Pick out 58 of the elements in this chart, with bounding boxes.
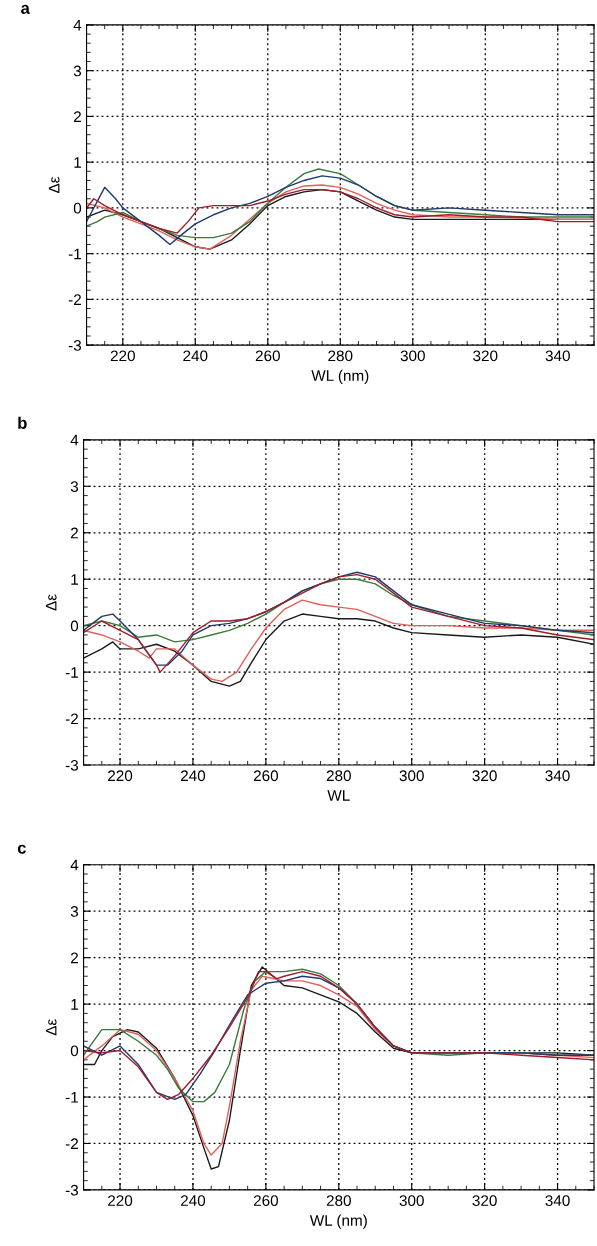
- y-tick-label: -3: [68, 340, 82, 351]
- y-tick-label: -3: [65, 759, 79, 771]
- x-tick-label: 260: [255, 350, 280, 362]
- x-tick-label: 260: [253, 1195, 279, 1207]
- y-tick-label: -2: [68, 294, 81, 305]
- y-tick-label: 1: [71, 574, 78, 585]
- x-tick-label: 220: [108, 1195, 133, 1207]
- x-axis-title: WL (nm): [311, 369, 369, 385]
- x-tick-label: 320: [472, 770, 497, 782]
- x-tick-label: 340: [545, 770, 570, 782]
- x-tick-label: 280: [326, 770, 351, 782]
- y-axis-title: Δε: [45, 594, 57, 611]
- y-tick-label: 1: [74, 157, 81, 168]
- x-tick-label: 340: [545, 1195, 570, 1207]
- x-tick-label: 300: [399, 770, 424, 782]
- y-tick-label: 0: [73, 202, 82, 214]
- y-tick-label: 0: [70, 1045, 79, 1057]
- chart-title: a: [21, 4, 30, 14]
- chart-title: b: [18, 416, 27, 429]
- y-tick-label: 4: [70, 859, 79, 871]
- y-tick-label: -1: [65, 1092, 78, 1103]
- y-tick-label: 3: [70, 481, 79, 492]
- y-tick-label: 2: [70, 952, 78, 964]
- y-tick-label: -3: [65, 1184, 79, 1196]
- x-tick-label: 300: [399, 1195, 424, 1207]
- x-tick-label: 340: [545, 350, 570, 362]
- x-tick-label: 300: [400, 350, 425, 362]
- y-axis-title: Δε: [48, 176, 60, 194]
- x-tick-label: 320: [472, 1195, 497, 1207]
- x-tick-label: 240: [183, 350, 208, 362]
- y-tick-label: 4: [73, 19, 82, 31]
- y-tick-label: -1: [65, 667, 78, 678]
- x-axis-title: WL: [327, 790, 350, 801]
- y-tick-label: 0: [70, 620, 79, 632]
- line-series: [86, 175, 595, 246]
- x-tick-label: 280: [326, 1195, 351, 1207]
- x-tick-label: 240: [180, 770, 206, 782]
- chart-title: c: [17, 844, 26, 854]
- x-tick-label: 240: [180, 1195, 206, 1207]
- y-axis-title: Δε: [45, 1019, 57, 1036]
- y-tick-label: -1: [68, 248, 81, 260]
- y-tick-label: 2: [73, 111, 81, 122]
- y-tick-label: 3: [70, 906, 79, 917]
- y-tick-label: 4: [70, 434, 79, 446]
- y-tick-label: 3: [73, 65, 82, 77]
- y-tick-label: 1: [71, 999, 78, 1010]
- y-tick-label: 2: [70, 527, 78, 539]
- x-tick-label: 260: [253, 770, 279, 782]
- line-series: [86, 188, 595, 234]
- x-tick-label: 280: [328, 350, 353, 362]
- x-axis-title: WL (nm): [309, 1214, 367, 1229]
- line-series: [83, 613, 595, 687]
- y-tick-label: -2: [65, 713, 78, 725]
- line-series: [83, 599, 595, 683]
- y-tick-label: -2: [65, 1138, 78, 1150]
- x-tick-label: 220: [108, 770, 133, 782]
- x-tick-label: 220: [110, 350, 135, 362]
- x-tick-label: 320: [473, 350, 498, 362]
